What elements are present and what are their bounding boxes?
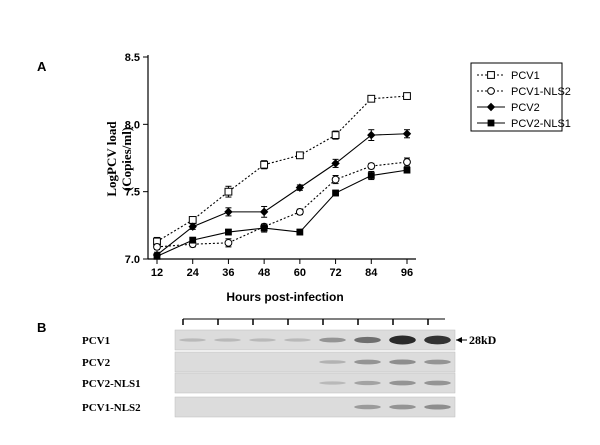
data-point: [487, 119, 495, 127]
x-tick-label: 84: [365, 267, 378, 279]
protein-band: [389, 404, 416, 410]
series-line: [156, 169, 408, 257]
legend-label: PCV2-NLS1: [511, 118, 571, 130]
data-point: [403, 92, 411, 100]
data-point: [224, 187, 233, 196]
data-point: [153, 242, 161, 251]
data-point: [403, 158, 411, 166]
data-point: [295, 207, 304, 216]
data-point: [188, 216, 197, 224]
blot-strip: [174, 329, 456, 351]
legend-box: [470, 62, 563, 132]
protein-band: [354, 404, 381, 410]
row-label: PCV1: [82, 335, 110, 347]
chart-legend: PCV1 PCV1-NLS2 PCV2 PCV2-NLS1: [470, 62, 571, 132]
data-point: [331, 175, 340, 184]
y-tick-label: 8.5: [125, 52, 140, 64]
data-point: [487, 71, 495, 79]
data-point: [487, 87, 495, 95]
data-point: [295, 183, 305, 192]
data-point: [295, 151, 304, 160]
panel-a-label: A: [37, 59, 47, 74]
blot-strip: [174, 351, 456, 373]
marker-label: 28kD: [469, 333, 497, 347]
x-tick-label: 48: [258, 267, 270, 279]
legend-label: PCV2: [511, 102, 540, 114]
row-label: PCV1-NLS2: [82, 402, 141, 414]
protein-band: [424, 380, 451, 386]
protein-band: [319, 381, 346, 385]
data-point: [260, 160, 269, 169]
data-point: [486, 102, 496, 112]
series-pcv1: [153, 92, 411, 247]
protein-band: [284, 338, 311, 342]
protein-band: [214, 338, 241, 342]
y-tick-label: 7.5: [125, 187, 140, 199]
protein-band: [319, 360, 346, 364]
data-point: [367, 172, 375, 179]
data-point: [331, 159, 340, 168]
protein-band: [354, 380, 381, 386]
protein-band: [389, 380, 416, 386]
panel-b-label: B: [37, 320, 46, 335]
x-tick-label: 24: [187, 267, 200, 279]
y-axis-label-line1: LogPCV load: [104, 121, 119, 197]
y-tick-label: 7.0: [125, 254, 140, 266]
data-point: [153, 252, 161, 260]
protein-band: [249, 338, 276, 342]
data-point: [224, 207, 233, 217]
x-tick-label: 12: [151, 267, 163, 279]
data-point: [188, 222, 197, 231]
western-blot: PCV1 PCV2 PCV2-NLS1 PCV1-NLS2: [82, 318, 456, 418]
x-tick-label: 36: [222, 267, 234, 279]
series-pcv2: [152, 129, 412, 260]
data-point: [332, 189, 339, 197]
data-point: [367, 94, 376, 103]
legend-label: PCV1-NLS2: [511, 86, 571, 98]
blot-strip: [174, 372, 456, 394]
protein-band: [319, 337, 346, 343]
series-line: [156, 95, 408, 242]
protein-band: [354, 359, 381, 365]
chart-series: [152, 92, 412, 260]
protein-band: [389, 335, 416, 345]
marker-arrow: [456, 337, 467, 343]
protein-band: [424, 404, 451, 410]
protein-band: [424, 359, 451, 365]
data-point: [367, 162, 376, 170]
y-tick-label: 8.0: [125, 119, 140, 131]
x-tick-label: 96: [401, 267, 413, 279]
data-point: [367, 130, 376, 140]
protein-band: [389, 359, 416, 365]
row-label: PCV2-NLS1: [82, 378, 141, 390]
x-axis-label: Hours post-infection: [226, 290, 343, 304]
data-point: [224, 238, 233, 247]
x-tick-label: 60: [294, 267, 306, 279]
data-point: [296, 228, 304, 236]
data-point: [189, 236, 197, 244]
line-chart: 7.0 7.5 8.0 8.5 12 24 36 48 60 72 84 96 LogPCV load…: [104, 52, 416, 304]
y-axis-label-line2: (Copies/ml): [119, 127, 134, 191]
series-line: [156, 133, 408, 256]
data-point: [225, 228, 232, 236]
row-label: PCV2: [82, 357, 111, 369]
legend-label: PCV1: [511, 70, 540, 82]
data-point: [402, 129, 412, 138]
x-tick-label: 72: [329, 267, 341, 279]
data-point: [403, 166, 411, 174]
chart-axes: 7.0 7.5 8.0 8.5 12 24 36 48 60 72 84 96: [125, 52, 416, 279]
data-point: [260, 224, 268, 232]
blot-strip: [174, 396, 456, 418]
series-pcv2-nls1: [153, 166, 411, 260]
data-point: [259, 207, 269, 217]
protein-band: [424, 335, 451, 345]
series-line: [156, 161, 408, 248]
data-point: [331, 131, 340, 140]
protein-band: [354, 336, 381, 344]
protein-band: [179, 338, 206, 342]
